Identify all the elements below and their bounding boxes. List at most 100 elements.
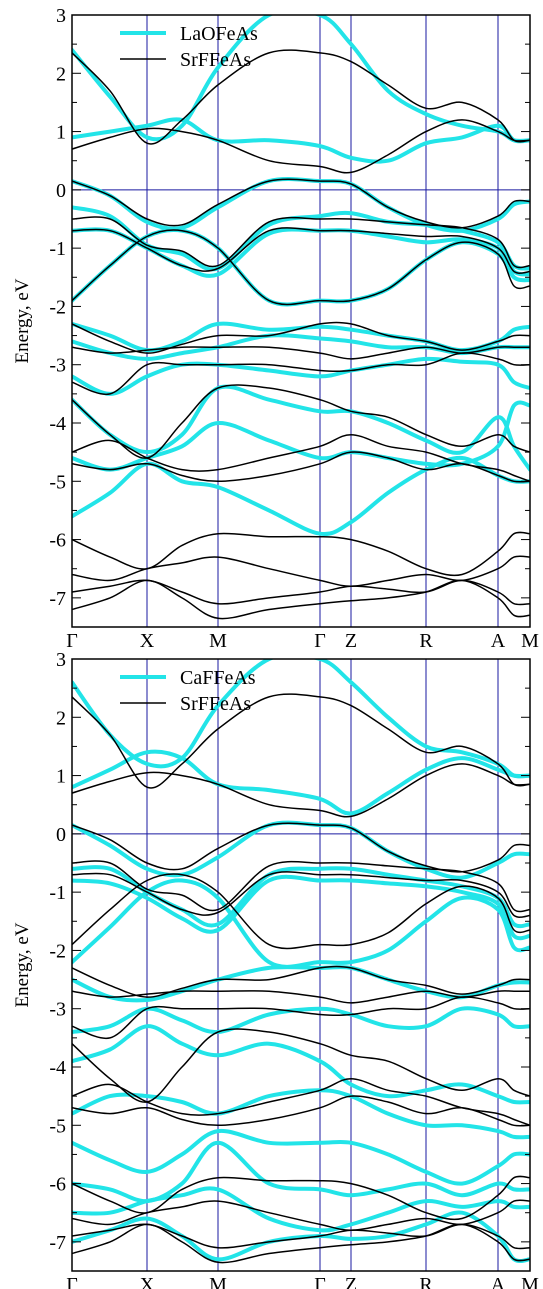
kpoint-label: Z [345, 1274, 357, 1289]
y-tick-label: 3 [56, 5, 66, 27]
y-tick-label: 1 [56, 766, 66, 788]
y-tick-label: 2 [56, 707, 66, 729]
band-line-LaOFeAs-3 [72, 177, 530, 233]
band-line-SrFFeAs-5 [72, 871, 530, 918]
band-line-SrFFeAs-4 [72, 860, 530, 913]
band-line-SrFFeAs-16 [72, 579, 530, 620]
band-line-SrFFeAs-6 [72, 229, 530, 306]
y-tick-label: -7 [49, 1232, 66, 1254]
band-line-LaOFeAs-10 [72, 384, 530, 472]
y-tick-label: -7 [49, 588, 66, 610]
kpoint-label: M [209, 1274, 227, 1289]
kpoint-label: Z [345, 630, 357, 652]
band-line-SrFFeAs-9 [72, 352, 530, 396]
y-tick-label: -3 [49, 999, 66, 1021]
band-line-SrFFeAs-9 [72, 996, 530, 1040]
kpoint-label: Γ [314, 1274, 326, 1289]
y-axis-label: Energy, eV [12, 278, 33, 363]
band-line-LaOFeAs-9 [72, 356, 530, 396]
band-line-CaFFeAs-11 [72, 1128, 530, 1186]
band-line-SrFFeAs-16 [72, 1223, 530, 1264]
y-tick-label: -4 [49, 1057, 66, 1079]
bands [72, 659, 530, 1264]
y-tick-label: -2 [49, 296, 66, 318]
y-tick-label: -6 [49, 530, 66, 552]
kpoint-label: M [521, 1274, 539, 1289]
series-SrFFeAs [72, 693, 530, 1264]
band-line-SrFFeAs-7 [72, 321, 530, 354]
band-line-SrFFeAs-8 [72, 990, 530, 1004]
band-line-CaFFeAs-10 [72, 1088, 530, 1140]
kpoint-lines [146, 659, 499, 1271]
band-line-SrFFeAs-4 [72, 216, 530, 269]
kpoint-label: X [140, 630, 155, 652]
band-line-SrFFeAs-14 [72, 1199, 530, 1231]
band-line-SrFFeAs-13 [72, 531, 530, 577]
kpoint-label: A [491, 630, 506, 652]
band-line-SrFFeAs-5 [72, 227, 530, 274]
y-tick-label: 0 [56, 180, 66, 202]
kpoint-label: A [491, 1274, 506, 1289]
series-SrFFeAs [72, 49, 530, 620]
y-axis: -7 -6 -5 -4 -3 -2 -1 0 1 2 3 [49, 5, 530, 628]
kpoint-label: Γ [314, 630, 326, 652]
band-line-LaOFeAs-1 [72, 15, 530, 143]
bands [72, 15, 530, 620]
band-line-SrFFeAs-1 [72, 693, 530, 789]
band-line-CaFFeAs-8 [72, 1006, 530, 1035]
band-line-CaFFeAs-14 [72, 1210, 530, 1264]
legend-label: CaFFeAs [180, 667, 256, 689]
y-tick-label: -1 [49, 238, 66, 260]
band-line-SrFFeAs-12 [72, 1095, 530, 1127]
band-line-SrFFeAs-10 [72, 384, 530, 459]
kpoint-label: M [209, 630, 227, 652]
plot-frame [71, 14, 531, 628]
y-tick-label: -4 [49, 413, 66, 435]
band-line-SrFFeAs-11 [72, 433, 530, 483]
y-tick-label: -2 [49, 940, 66, 962]
y-axis-label: Energy, eV [12, 922, 33, 1007]
y-tick-label: -5 [49, 471, 66, 493]
band-line-SrFFeAs-6 [72, 873, 530, 950]
band-line-CaFFeAs-6 [72, 878, 530, 969]
band-line-LaOFeAs-2 [72, 117, 530, 164]
kpoint-label: Γ [66, 1274, 78, 1289]
y-tick-label: 3 [56, 649, 66, 671]
legend-label: LaOFeAs [180, 23, 258, 45]
y-tick-label: 0 [56, 824, 66, 846]
y-tick-label: -3 [49, 355, 66, 377]
band-line-SrFFeAs-7 [72, 965, 530, 998]
band-line-CaFFeAs-9 [72, 1024, 530, 1105]
kpoint-label: Γ [66, 630, 78, 652]
y-tick-label: 1 [56, 122, 66, 144]
kpoint-lines [146, 15, 499, 627]
band-line-SrFFeAs-3 [72, 822, 530, 873]
band-line-SrFFeAs-2 [72, 119, 530, 174]
legend: CaFFeAs SrFFeAs [120, 667, 256, 715]
y-axis: -7 -6 -5 -4 -3 -2 -1 0 1 2 3 [49, 649, 530, 1272]
legend-label: SrFFeAs [180, 693, 251, 715]
y-tick-label: -5 [49, 1115, 66, 1137]
band-line-SrFFeAs-15 [72, 579, 530, 606]
kpoint-label: R [419, 1274, 433, 1289]
y-tick-label: -1 [49, 882, 66, 904]
band-line-SrFFeAs-11 [72, 1077, 530, 1127]
band-line-SrFFeAs-12 [72, 451, 530, 483]
y-tick-label: -6 [49, 1174, 66, 1196]
legend: LaOFeAs SrFFeAs [120, 23, 258, 71]
series-CaFFeAs [72, 659, 530, 1264]
band-line-SrFFeAs-2 [72, 763, 530, 818]
band-line-CaFFeAs-5 [72, 874, 530, 941]
kpoint-label: M [521, 630, 539, 652]
band-line-SrFFeAs-14 [72, 555, 530, 587]
band-line-SrFFeAs-3 [72, 178, 530, 229]
band-line-CaFFeAs-2 [72, 749, 530, 816]
band-line-CaFFeAs-1 [72, 659, 530, 779]
kpoint-label: R [419, 630, 433, 652]
legend-label: SrFFeAs [180, 49, 251, 71]
